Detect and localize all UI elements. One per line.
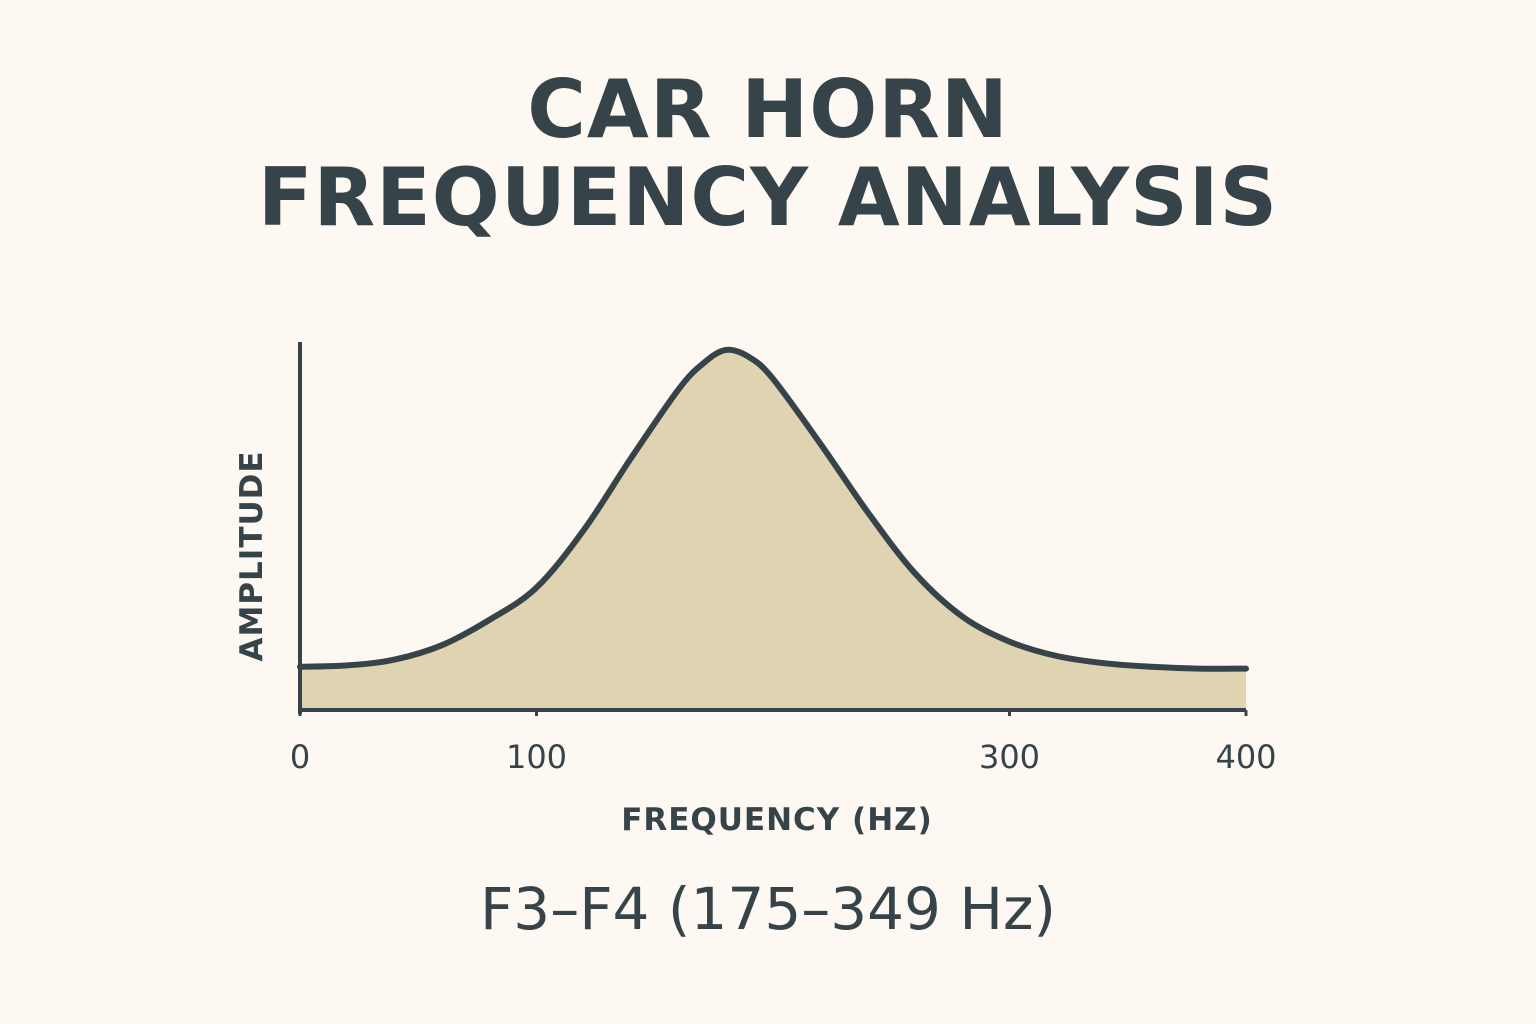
x-tick-label-0: 0: [290, 738, 310, 776]
chart-title-line-2: FREQUENCY ANALYSIS: [257, 151, 1279, 244]
x-tick-label-300: 300: [979, 738, 1040, 776]
x-tick-label-400: 400: [1215, 738, 1276, 776]
amplitude-area-fill: [300, 349, 1246, 710]
frequency-range-caption: F3–F4 (175–349 Hz): [479, 875, 1057, 943]
x-tick-label-100: 100: [506, 738, 567, 776]
x-axis-label: FREQUENCY (HZ): [621, 802, 933, 838]
x-axis-ticks: 0 100 300 400: [290, 710, 1277, 776]
y-axis-label: AMPLITUDE: [234, 450, 270, 661]
amplitude-curve-line: [297, 346, 1249, 672]
chart-title-line-1: CAR HORN: [527, 63, 1009, 156]
